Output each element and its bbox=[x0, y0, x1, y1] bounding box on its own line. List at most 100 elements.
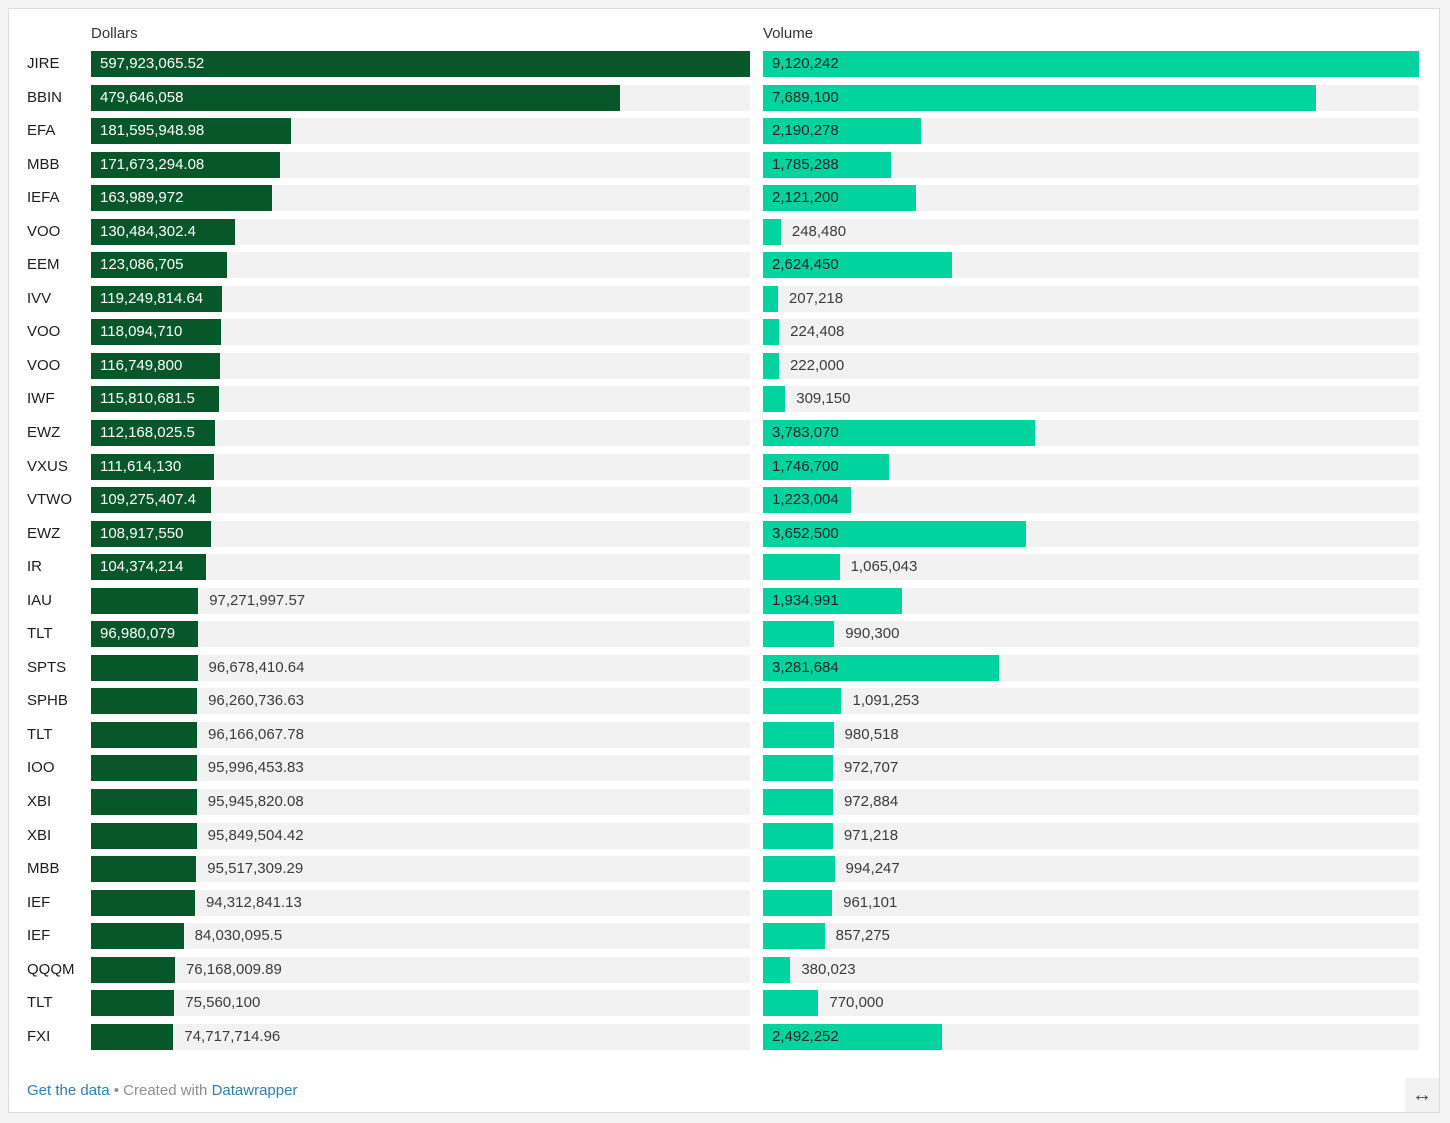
dollars-bar[interactable] bbox=[91, 755, 197, 782]
dollars-bar[interactable]: 119,249,814.64 bbox=[91, 285, 223, 312]
volume-bar-track: 3,783,070 bbox=[763, 420, 1419, 447]
dollars-bar[interactable] bbox=[91, 889, 195, 916]
dollars-bar[interactable] bbox=[91, 721, 197, 748]
volume-bar[interactable]: 3,652,500 bbox=[763, 520, 1026, 547]
dollars-value-label: 95,849,504.42 bbox=[207, 826, 304, 844]
volume-value-label: 1,065,043 bbox=[850, 558, 918, 576]
column-gap bbox=[750, 420, 763, 446]
row-ticker-label: SPTS bbox=[27, 658, 67, 676]
datawrapper-link[interactable]: Datawrapper bbox=[211, 1082, 298, 1099]
dollars-bar-track: 163,989,972 bbox=[91, 185, 750, 212]
volume-value-label: 980,518 bbox=[844, 725, 899, 743]
volume-bar[interactable] bbox=[763, 688, 842, 715]
row-ticker-label: VXUS bbox=[27, 457, 68, 475]
dollars-bar[interactable]: 479,646,058 bbox=[91, 84, 620, 111]
volume-bar[interactable]: 2,492,252 bbox=[763, 1023, 943, 1050]
dollars-bar-track: 96,678,410.64 bbox=[91, 654, 750, 681]
volume-value-label: 3,652,500 bbox=[772, 524, 839, 542]
dollars-bar[interactable] bbox=[91, 587, 199, 614]
dollars-bar[interactable]: 163,989,972 bbox=[91, 185, 272, 212]
volume-bar[interactable] bbox=[763, 386, 786, 413]
volume-bar[interactable]: 1,785,288 bbox=[763, 151, 892, 178]
volume-bar[interactable] bbox=[763, 621, 835, 648]
volume-bar[interactable] bbox=[763, 789, 833, 816]
volume-bar[interactable]: 9,120,242 bbox=[763, 51, 1419, 77]
dollars-value-label: 96,980,079 bbox=[100, 625, 176, 643]
dollars-value-label: 163,989,972 bbox=[100, 189, 184, 207]
dollars-bar[interactable] bbox=[91, 990, 175, 1017]
dollars-bar[interactable]: 118,094,710 bbox=[91, 319, 222, 346]
chart-row: FXI 74,717,714.96 2,492,252 bbox=[27, 1023, 1419, 1050]
dollars-value-label: 115,810,681.5 bbox=[100, 390, 195, 408]
chart-row: IEF 84,030,095.5 857,275 bbox=[27, 923, 1419, 950]
dollars-bar[interactable] bbox=[91, 856, 197, 883]
volume-bar[interactable]: 2,624,450 bbox=[763, 252, 952, 279]
dollars-value-label: 109,275,407.4 bbox=[100, 491, 196, 509]
resize-handle-button[interactable]: ↔ bbox=[1405, 1078, 1439, 1112]
volume-value-label: 380,023 bbox=[801, 960, 856, 978]
dollars-bar[interactable]: 171,673,294.08 bbox=[91, 151, 281, 178]
volume-bar[interactable]: 1,934,991 bbox=[763, 587, 903, 614]
chart-row: EWZ 112,168,025.5 3,783,070 bbox=[27, 420, 1419, 447]
column-gap bbox=[750, 722, 763, 748]
volume-bar-track: 207,218 bbox=[763, 285, 1419, 312]
dollars-bar[interactable]: 181,595,948.98 bbox=[91, 118, 292, 145]
column-gap bbox=[750, 386, 763, 412]
dollars-bar[interactable]: 123,086,705 bbox=[91, 252, 227, 279]
volume-bar[interactable] bbox=[763, 822, 833, 849]
column-gap bbox=[750, 118, 763, 144]
column-gap bbox=[750, 521, 763, 547]
volume-bar[interactable] bbox=[763, 755, 833, 782]
dollars-bar[interactable] bbox=[91, 956, 175, 983]
dollars-bar-track: 104,374,214 bbox=[91, 554, 750, 581]
dollars-bar-track: 171,673,294.08 bbox=[91, 151, 750, 178]
volume-bar[interactable] bbox=[763, 218, 781, 245]
row-ticker-label: TLT bbox=[27, 725, 53, 743]
dollars-bar[interactable]: 111,614,130 bbox=[91, 453, 214, 480]
get-the-data-link[interactable]: Get the data bbox=[27, 1082, 110, 1099]
dollars-bar[interactable] bbox=[91, 688, 198, 715]
dollars-bar[interactable]: 104,374,214 bbox=[91, 554, 207, 581]
dollars-bar[interactable] bbox=[91, 789, 197, 816]
dollars-bar[interactable] bbox=[91, 822, 197, 849]
row-ticker-label: SPHB bbox=[27, 692, 68, 710]
volume-bar[interactable] bbox=[763, 352, 779, 379]
dollars-bar[interactable]: 108,917,550 bbox=[91, 520, 212, 547]
volume-bar[interactable] bbox=[763, 990, 819, 1017]
volume-bar[interactable] bbox=[763, 956, 791, 983]
volume-value-label: 990,300 bbox=[845, 625, 900, 643]
volume-bar[interactable] bbox=[763, 889, 833, 916]
dollars-bar-track: 96,166,067.78 bbox=[91, 721, 750, 748]
row-ticker-label: FXI bbox=[27, 1027, 51, 1045]
volume-bar[interactable]: 3,783,070 bbox=[763, 420, 1036, 447]
column-gap bbox=[750, 621, 763, 647]
dollars-bar[interactable]: 597,923,065.52 bbox=[91, 51, 750, 77]
column-gap bbox=[750, 923, 763, 949]
volume-bar[interactable] bbox=[763, 319, 780, 346]
volume-bar[interactable]: 1,746,700 bbox=[763, 453, 889, 480]
volume-bar[interactable]: 1,223,004 bbox=[763, 487, 851, 514]
dollars-bar[interactable]: 109,275,407.4 bbox=[91, 487, 212, 514]
split-bar-chart: JIRE 597,923,065.52 9,120,242 BBIN 479,646,0… bbox=[27, 51, 1419, 1057]
volume-bar[interactable]: 7,689,100 bbox=[763, 84, 1317, 111]
dollars-bar[interactable] bbox=[91, 1023, 174, 1050]
volume-bar[interactable] bbox=[763, 721, 834, 748]
chart-row: MBB 95,517,309.29 994,247 bbox=[27, 856, 1419, 883]
volume-bar[interactable] bbox=[763, 285, 778, 312]
dollars-value-label: 111,614,130 bbox=[100, 457, 182, 475]
dollars-bar[interactable] bbox=[91, 923, 184, 950]
volume-bar[interactable]: 2,121,200 bbox=[763, 185, 916, 212]
dollars-bar-track: 95,996,453.83 bbox=[91, 755, 750, 782]
dollars-bar[interactable] bbox=[91, 654, 198, 681]
dollars-bar[interactable]: 112,168,025.5 bbox=[91, 420, 215, 447]
dollars-bar[interactable]: 96,980,079 bbox=[91, 621, 198, 648]
volume-bar[interactable] bbox=[763, 856, 835, 883]
dollars-bar[interactable]: 115,810,681.5 bbox=[91, 386, 219, 413]
volume-bar[interactable]: 2,190,278 bbox=[763, 118, 921, 145]
volume-bar[interactable] bbox=[763, 554, 840, 581]
dollars-bar[interactable]: 116,749,800 bbox=[91, 352, 220, 379]
row-ticker-label: IVV bbox=[27, 289, 52, 307]
volume-bar[interactable] bbox=[763, 923, 825, 950]
volume-bar[interactable]: 3,281,684 bbox=[763, 654, 1000, 681]
dollars-bar[interactable]: 130,484,302.4 bbox=[91, 218, 235, 245]
